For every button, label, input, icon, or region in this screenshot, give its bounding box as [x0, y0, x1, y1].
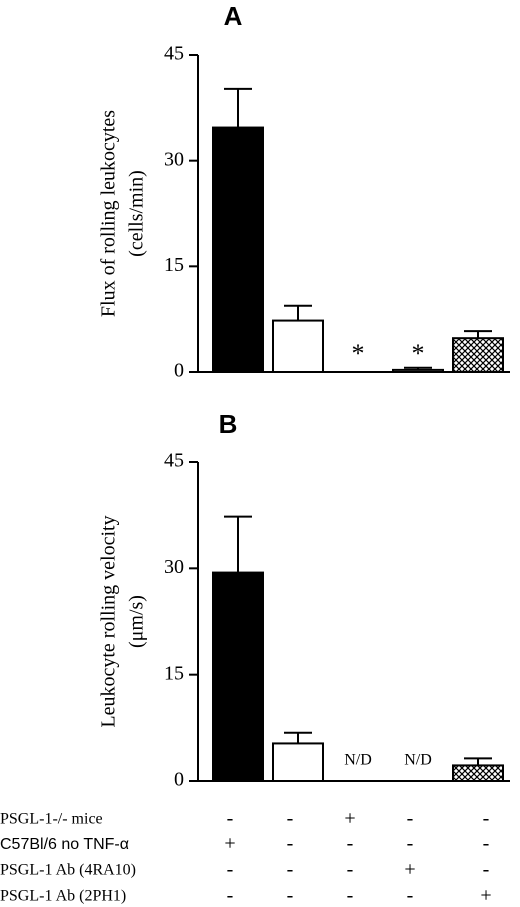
condition-sign: -	[287, 833, 294, 855]
y-tick-label: 30	[164, 148, 184, 170]
bar	[272, 319, 324, 374]
annotation: N/D	[404, 752, 432, 769]
error-bar	[284, 304, 312, 321]
condition-label: PSGL-1-/- mice	[0, 811, 103, 828]
condition-label: PSGL-1 Ab (4RA10)	[0, 862, 136, 879]
bar	[212, 571, 264, 782]
error-bar	[464, 757, 492, 766]
condition-sign: -	[347, 833, 354, 855]
condition-label: C57Bl/6 no TNF-α	[0, 836, 129, 853]
condition-sign: -	[483, 808, 490, 830]
condition-sign: -	[287, 808, 294, 830]
condition-sign: -	[347, 859, 354, 881]
condition-sign: +	[480, 885, 491, 907]
y-tick-label: 15	[164, 662, 184, 684]
condition-sign: +	[404, 859, 415, 881]
y-axis-label: Leukocyte rolling velocity	[98, 515, 120, 727]
y-tick-label: 0	[174, 769, 184, 791]
y-axis-label: (μm/s)	[126, 595, 148, 648]
y-axis-label: Flux of rolling leukocytes	[98, 110, 120, 317]
bar	[392, 368, 444, 373]
y-tick-label: 45	[164, 450, 184, 472]
annotation: N/D	[344, 752, 372, 769]
condition-sign: -	[227, 808, 234, 830]
condition-sign: -	[287, 859, 294, 881]
condition-sign: -	[227, 885, 234, 907]
condition-label: PSGL-1 Ab (2PH1)	[0, 888, 126, 905]
condition-sign: -	[407, 833, 414, 855]
y-tick-label: 30	[164, 556, 184, 578]
bar	[452, 764, 504, 782]
condition-sign: -	[407, 885, 414, 907]
condition-sign: -	[407, 808, 414, 830]
error-bar	[224, 515, 252, 573]
bar	[452, 337, 504, 374]
annotation: *	[352, 339, 365, 368]
y-tick-label: 45	[164, 43, 184, 65]
bar	[212, 126, 264, 373]
condition-sign: +	[344, 808, 355, 830]
bar	[272, 742, 324, 783]
y-tick-label: 0	[174, 360, 184, 382]
condition-sign: -	[227, 859, 234, 881]
error-bar	[284, 731, 312, 744]
condition-sign: -	[347, 885, 354, 907]
panel-title: B	[219, 409, 238, 439]
condition-sign: +	[224, 833, 235, 855]
y-axis-label: (cells/min)	[126, 170, 148, 257]
error-bar	[404, 366, 432, 370]
condition-sign: -	[287, 885, 294, 907]
y-tick-label: 15	[164, 254, 184, 276]
condition-sign: -	[483, 833, 490, 855]
condition-sign: -	[483, 859, 490, 881]
annotation: *	[412, 339, 425, 368]
panel-title: A	[224, 1, 243, 31]
error-bar	[224, 87, 252, 128]
error-bar	[464, 330, 492, 339]
